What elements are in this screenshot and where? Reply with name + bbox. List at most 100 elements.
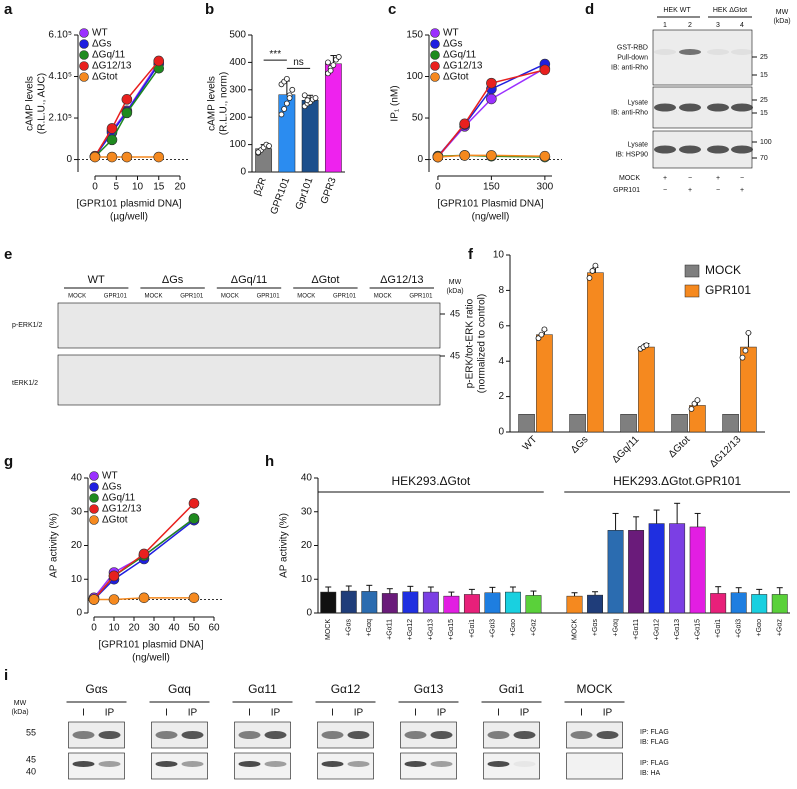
blot-band [155, 731, 178, 739]
legend-label: ΔGq/11 [102, 493, 136, 504]
mw-label: 15 [760, 110, 768, 117]
blot-image [566, 752, 623, 780]
y-tick-label: 0 [306, 608, 312, 619]
group-label: WT [88, 274, 105, 286]
y-tick-label: 100 [406, 71, 423, 82]
blot-band [264, 761, 287, 767]
legend-marker [79, 50, 89, 60]
lane-number: 1 [663, 22, 667, 29]
y-tick-label: 40 [71, 473, 83, 484]
x-tick-label: 30 [148, 623, 160, 634]
x-tick-label: Gpr101 [294, 176, 316, 212]
bar [730, 592, 747, 614]
panel-label: i [4, 667, 8, 684]
x-tick-label: 15 [153, 182, 165, 193]
y-tick-label: 0 [76, 608, 82, 619]
group-label: HEK293.ΔGtot [392, 474, 471, 488]
x-tick-label: WT [521, 434, 540, 453]
blot-band [181, 761, 204, 767]
data-point [541, 326, 548, 333]
x-tick-label: +Gα15 [448, 619, 455, 640]
data-point [121, 151, 133, 163]
blot-band [487, 731, 510, 739]
mw-label: 45 [450, 350, 460, 360]
legend-marker [430, 50, 440, 60]
x-tick-label: 0 [92, 182, 98, 193]
y-axis-label: (normalized to control) [477, 294, 488, 393]
group-label: Gα11 [248, 682, 277, 696]
blot-band [731, 49, 753, 55]
data-point [89, 151, 101, 163]
x-axis-label: [GPR101 Plasmid DNA] [437, 199, 543, 210]
panel-label: h [265, 453, 274, 470]
bar [443, 595, 460, 614]
legend-marker [684, 264, 700, 278]
x-tick-label: +Gαi1 [469, 619, 476, 638]
bar [587, 272, 604, 433]
lane-label: IP [520, 708, 530, 719]
y-tick-label: 400 [229, 57, 246, 68]
row-label: p-ERK1/2 [12, 322, 42, 329]
lane-label: MOCK [145, 294, 163, 300]
y-axis-label: IP₁ (nM) [390, 85, 401, 121]
mw-title: (kDa) [446, 288, 463, 295]
y-tick-label: 4.10⁵ [48, 71, 72, 82]
data-point [643, 342, 650, 349]
legend-marker [89, 482, 99, 492]
bar [505, 591, 521, 614]
row-label: IB: anti-Rho [611, 109, 648, 116]
series-line [94, 60, 160, 157]
bar [722, 414, 739, 433]
x-axis-label: (µg/well) [110, 212, 148, 223]
y-tick-label: 20 [71, 540, 83, 551]
group-label: ΔGtot [311, 274, 339, 286]
row-label: Lysate [628, 141, 648, 148]
legend-label: ΔG12/13 [443, 61, 483, 72]
condition-sign: − [663, 187, 667, 194]
x-tick-label: ΔGq/11 [610, 434, 642, 466]
data-point [121, 107, 133, 119]
lane-label: I [414, 708, 417, 719]
blot-band [321, 761, 344, 767]
legend-label: ΔGq/11 [443, 50, 477, 61]
condition-sign: + [663, 175, 667, 182]
legend-marker [89, 504, 99, 514]
x-tick-label: +Gαi3 [736, 619, 743, 638]
data-point [739, 354, 746, 361]
bar [710, 593, 727, 614]
x-tick-label: 20 [174, 182, 186, 193]
y-tick-label: 300 [229, 84, 246, 95]
blot-band [155, 761, 178, 767]
y-tick-label: 4 [498, 356, 504, 367]
group-label: HEK293.ΔGtot.GPR101 [613, 474, 741, 488]
x-tick-label: 150 [483, 182, 500, 193]
data-point [745, 329, 752, 336]
data-point [539, 64, 551, 76]
condition-label: MOCK [619, 175, 640, 182]
row-label: IB: FLAG [640, 739, 669, 746]
blot-band [731, 145, 753, 154]
y-tick-label: 50 [412, 113, 424, 124]
y-tick-label: 10 [301, 574, 313, 585]
x-tick-label: +Gα11 [387, 619, 394, 640]
legend-marker [430, 39, 440, 49]
panel-label: g [4, 453, 13, 470]
y-tick-label: 8 [498, 285, 504, 296]
data-point [304, 97, 311, 104]
group-label: ΔGs [162, 274, 184, 286]
bar [324, 63, 342, 173]
blot-band [430, 761, 453, 767]
y-axis-label: cAMP levels [25, 76, 36, 131]
bar [638, 346, 655, 433]
y-axis-label: p-ERK/tot-ERK ratio [465, 298, 476, 388]
y-axis-label: (R.L.U., norm) [219, 72, 230, 135]
lane-number: 2 [688, 22, 692, 29]
data-point [108, 570, 120, 582]
series-line [94, 597, 194, 601]
bar [381, 593, 398, 614]
series-line [437, 67, 546, 158]
data-point [153, 55, 165, 67]
y-tick-label: 0 [417, 154, 423, 165]
lane-label: I [82, 708, 85, 719]
